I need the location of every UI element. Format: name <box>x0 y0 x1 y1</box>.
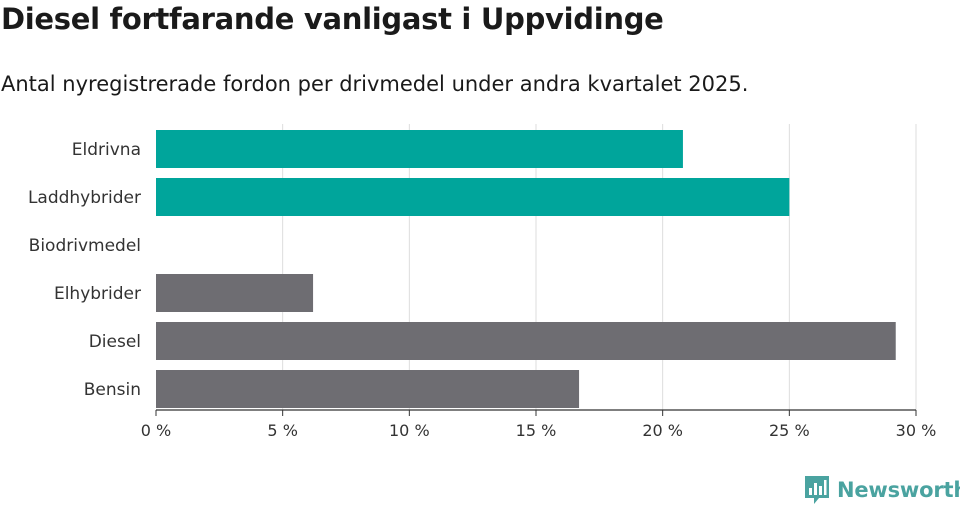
x-tick-label-25: 25 % <box>769 421 810 440</box>
x-tick-label-0: 0 % <box>141 421 171 440</box>
bar-bensin <box>156 370 580 408</box>
x-tick-label-20: 20 % <box>642 421 683 440</box>
x-axis: 0 % 5 % 10 % 15 % 20 % 25 % 30 % <box>141 409 937 440</box>
category-label-biodrivmedel: Biodrivmedel <box>29 236 141 256</box>
category-label-bensin: Bensin <box>84 380 141 400</box>
category-label-laddhybrider: Laddhybrider <box>28 188 141 208</box>
x-tick-label-5: 5 % <box>267 421 297 440</box>
x-tick-label-10: 10 % <box>389 421 430 440</box>
chart-subtitle: Antal nyregistrerade fordon per drivmede… <box>1 72 749 96</box>
category-label-eldrivna: Eldrivna <box>72 140 141 160</box>
bars <box>156 130 896 408</box>
x-tick-label-15: 15 % <box>516 421 557 440</box>
bar-elhybrider <box>156 274 314 312</box>
gridlines <box>282 124 917 410</box>
category-label-diesel: Diesel <box>89 332 141 352</box>
chart-title: Diesel fortfarande vanligast i Uppviding… <box>1 2 664 36</box>
bar-eldrivna <box>156 130 683 168</box>
x-tick-label-30: 30 % <box>896 421 937 440</box>
bar-chart: Eldrivna Laddhybrider Biodrivmedel Elhybrid… <box>28 124 937 440</box>
bar-laddhybrider <box>156 178 790 216</box>
brand-name: Newsworthy <box>837 478 960 502</box>
newsworthy-logo: Newsworthy <box>804 474 960 506</box>
category-labels: Eldrivna Laddhybrider Biodrivmedel Elhybrid… <box>28 140 141 400</box>
category-label-elhybrider: Elhybrider <box>54 284 141 304</box>
newsworthy-chart-icon <box>805 476 829 504</box>
bar-diesel <box>156 322 896 360</box>
